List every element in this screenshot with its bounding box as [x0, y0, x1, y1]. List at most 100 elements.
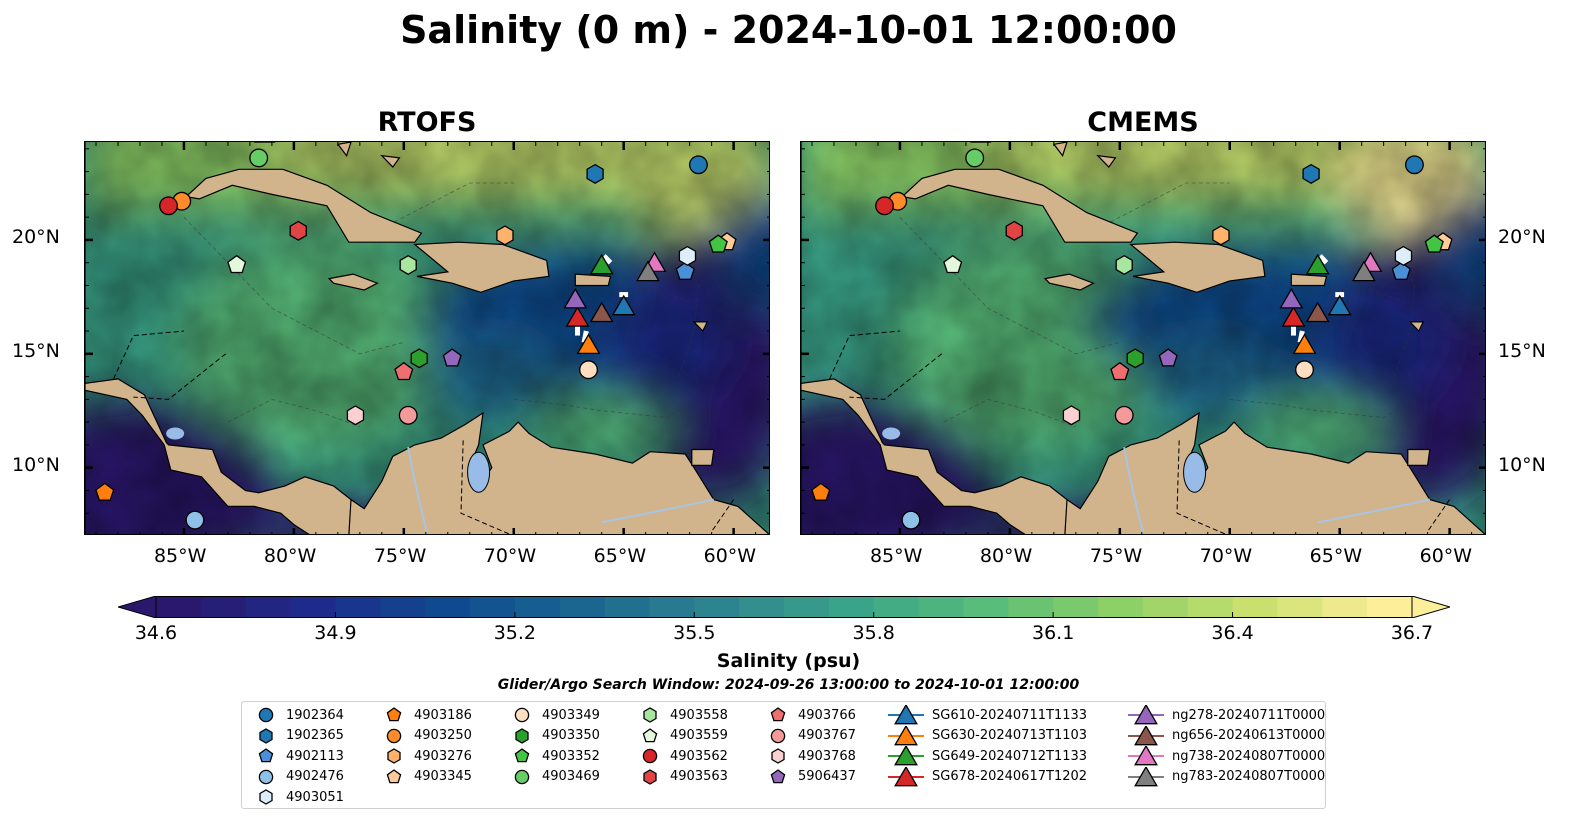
legend-symbol-icon: [770, 707, 786, 722]
lon-tick-label: 65°W: [1309, 545, 1363, 567]
legend-item: 1902365: [254, 726, 344, 746]
marker-SG678-20240617T1202-rtofs: [565, 306, 590, 327]
marker-SG630-20240713T1103-cmems: [1292, 333, 1317, 355]
legend-symbol-icon: [258, 748, 274, 763]
legend-symbol-icon: [258, 707, 274, 723]
lon-tick-label: 85°W: [869, 545, 923, 567]
legend-symbol-icon: [259, 727, 273, 744]
marker-4903559-cmems: [943, 254, 963, 274]
legend-label: SG630-20240713T1103: [932, 728, 1088, 743]
marker-4903559-rtofs: [227, 254, 247, 274]
marker-4903051-rtofs: [678, 245, 697, 266]
colorbar-step: [335, 596, 381, 618]
colorbar-step: [470, 596, 516, 618]
marker-4903349-cmems: [1295, 360, 1314, 380]
marker-SG610-20240711T1133-rtofs: [611, 294, 636, 316]
legend-symbol-icon: [643, 768, 657, 785]
marker-4903563-cmems: [1005, 220, 1023, 241]
legend-item: ng656-20240613T0000: [1128, 725, 1325, 746]
panel-title-cmems: CMEMS: [1087, 107, 1199, 138]
marker-4903563-rtofs: [289, 220, 307, 241]
colorbar-tick-label: 35.5: [673, 622, 716, 644]
marker-4903766-cmems: [1110, 361, 1130, 381]
legend-symbol-icon: [770, 728, 786, 743]
marker-4903558-cmems: [1115, 254, 1133, 276]
marker-4903562-cmems: [875, 196, 895, 216]
legend-symbol-icon: [1128, 725, 1164, 745]
marker-4903352-rtofs: [708, 234, 728, 253]
colorbar-step: [873, 596, 920, 618]
legend-symbol-icon: [888, 746, 924, 766]
marker-4903352-cmems: [1424, 234, 1444, 253]
legend-symbol-icon: [888, 705, 924, 725]
legend-symbol-icon: [888, 766, 924, 786]
legend-symbol-icon: [386, 768, 402, 783]
lon-tick-label: 65°W: [593, 545, 647, 567]
legend-symbol-icon: [515, 727, 529, 744]
legend-label: 4903768: [798, 748, 856, 764]
legend-label: ng278-20240711T0000: [1172, 707, 1326, 723]
colorbar-step: [694, 596, 740, 618]
marker-4903767-cmems: [1114, 405, 1134, 425]
marker-1902365-cmems: [1302, 163, 1320, 184]
legend-item: SG610-20240711T1133: [888, 705, 1087, 725]
legend-label: SG610-20240711T1133: [932, 707, 1088, 723]
legend-item: 4903766: [766, 705, 856, 725]
marker-4903186-cmems: [811, 482, 831, 501]
colorbar-tick-label: 36.4: [1211, 622, 1254, 644]
marker-4903276-rtofs: [496, 225, 514, 246]
legend-symbol-icon: [258, 769, 274, 784]
marker-4902113-rtofs: [675, 261, 695, 280]
legend-symbol-icon: [643, 707, 657, 723]
colorbar-tick-label: 34.9: [314, 622, 357, 644]
legend-symbol-icon: [387, 748, 401, 764]
colorbar-tick-label: 35.2: [493, 622, 536, 644]
legend-item: 4903469: [510, 767, 600, 787]
colorbar-step: [290, 596, 336, 618]
colorbar-step: [1277, 596, 1323, 618]
colorbar-step: [200, 596, 247, 618]
marker-4902476-rtofs: [185, 510, 205, 530]
lon-tick-label: 60°W: [1419, 545, 1473, 567]
marker-4903186-rtofs: [95, 482, 115, 501]
lon-tick-label: 80°W: [979, 545, 1033, 567]
legend-item: 4903768: [766, 746, 856, 766]
marker-4903051-cmems: [1394, 245, 1413, 266]
legend-item: SG678-20240617T1202: [888, 766, 1087, 787]
legend-label: 4903767: [798, 728, 856, 743]
legend-item: SG630-20240713T1103: [888, 725, 1088, 746]
legend-label: 4903558: [670, 707, 728, 723]
legend-item: 4903352: [510, 746, 600, 766]
legend-label: 4903349: [542, 707, 600, 723]
legend-symbol-icon: [514, 748, 530, 763]
colorbar-step: [245, 596, 292, 618]
legend-label: 4903559: [670, 728, 728, 743]
panel-title-rtofs: RTOFS: [377, 107, 477, 138]
lon-tick-label: 85°W: [153, 545, 207, 567]
legend-label: 4903562: [670, 748, 728, 764]
colorbar-tick-label: 36.7: [1390, 622, 1434, 644]
colorbar-step: [1232, 596, 1278, 618]
legend-label: 4903563: [670, 769, 728, 784]
lat-tick-label-left: 20°N: [12, 225, 60, 248]
colorbar-step: [1098, 596, 1144, 618]
marker-4903276-cmems: [1212, 225, 1230, 246]
marker-ng783-20240807T0000-cmems: [1351, 260, 1376, 282]
legend-item: 4903350: [510, 726, 600, 746]
map-panel-rtofs: [84, 141, 770, 535]
marker-4903350-rtofs: [410, 348, 428, 369]
legend-item: ng278-20240711T0000: [1128, 705, 1325, 725]
legend-label: 4903276: [414, 748, 472, 764]
marker-ng278-20240711T0000-cmems: [1279, 287, 1304, 309]
legend-item: 4902476: [254, 767, 344, 787]
legend-item: 4903558: [638, 705, 728, 725]
legend-symbol-icon: [642, 748, 658, 764]
lat-tick-label-left: 10°N: [12, 453, 60, 476]
marker-ng783-20240807T0000-rtofs: [635, 260, 660, 282]
lon-tick-label: 70°W: [483, 545, 537, 567]
marker-4903350-cmems: [1126, 348, 1144, 369]
marker-4903766-rtofs: [394, 361, 414, 381]
marker-4902476-cmems: [901, 510, 921, 530]
colorbar-step: [1322, 596, 1368, 618]
legend-symbol-icon: [514, 707, 530, 723]
